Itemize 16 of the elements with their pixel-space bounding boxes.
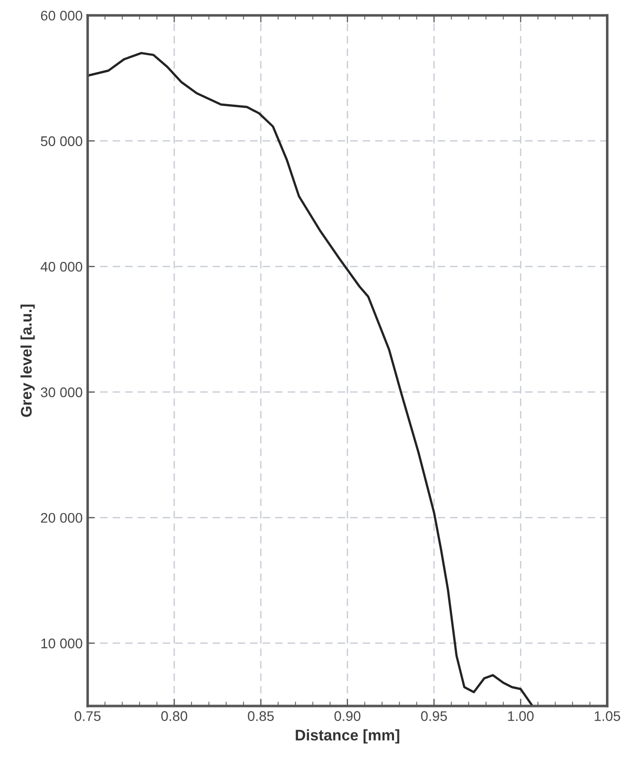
y-tick-label: 50 000: [40, 136, 82, 146]
x-tick-label: 0.80: [161, 711, 188, 722]
x-axis-title: Distance [mm]: [296, 729, 400, 744]
y-tick-label: 10 000: [41, 638, 82, 648]
x-tick-label: 0.95: [421, 711, 447, 722]
x-tick-label: 1.05: [594, 711, 620, 722]
line-series: [88, 52, 534, 706]
y-tick-label: 20 000: [41, 512, 82, 523]
x-tick-label: 0.90: [334, 711, 360, 722]
y-tick-label: 60 000: [41, 10, 82, 21]
x-tick-label: 0.85: [248, 711, 274, 722]
y-axis-title: Grey level [a.u.]: [20, 304, 35, 417]
y-tick-label: 40 000: [40, 262, 82, 272]
x-tick-label: 1.00: [508, 711, 534, 722]
x-tick-label: 0.75: [74, 711, 101, 722]
y-tick-label: 30 000: [40, 387, 82, 398]
